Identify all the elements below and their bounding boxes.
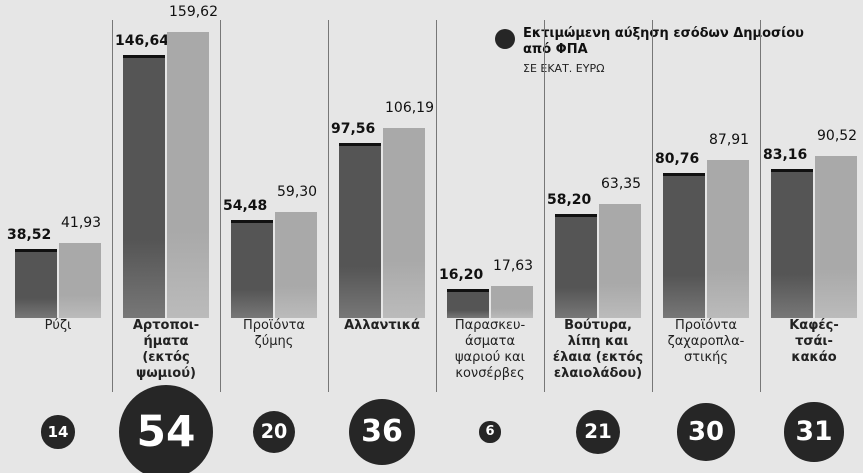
value-label: 59,30 xyxy=(277,183,318,200)
value-label: 80,76 xyxy=(655,151,700,168)
category-label: Βούτυρα, λίπη και έλαια (εκτός ελαιολάδο… xyxy=(552,318,644,381)
separator xyxy=(328,20,329,392)
bubble: 30 xyxy=(677,403,735,461)
bar xyxy=(59,242,101,318)
bubble: 20 xyxy=(252,410,296,454)
bar xyxy=(555,213,597,318)
value-label: 97,56 xyxy=(331,121,376,138)
category-label: Παρασκευ- άσματα ψαριού και κονσέρβες xyxy=(454,318,526,381)
bar xyxy=(491,286,533,318)
bar xyxy=(231,220,273,318)
value-label: 63,35 xyxy=(601,176,642,193)
separator xyxy=(760,20,761,392)
bar xyxy=(123,55,165,318)
bar xyxy=(771,168,813,318)
value-label: 58,20 xyxy=(547,191,592,208)
category-label: Προϊόντα ζαχαροπλα- στικής xyxy=(667,318,745,365)
value-label: 87,91 xyxy=(709,132,750,149)
legend-marker xyxy=(495,29,515,49)
separator xyxy=(652,20,653,392)
value-label: 54,48 xyxy=(223,198,268,215)
separator xyxy=(220,20,221,392)
bubble: 36 xyxy=(348,398,416,466)
bar xyxy=(815,155,857,318)
bar xyxy=(275,211,317,318)
category-label: Αρτοποι- ήματα (εκτός ψωμιού) xyxy=(132,318,200,381)
bubble: 31 xyxy=(784,402,844,462)
value-label: 38,52 xyxy=(7,226,52,243)
value-label: 17,63 xyxy=(493,258,534,275)
legend-label: Εκτιμώμενη αύξηση εσόδων Δημοσίου από ΦΠ… xyxy=(523,26,804,57)
subtitle: ΣΕ ΕΚΑΤ. ΕΥΡΩ xyxy=(523,62,605,75)
value-label: 106,19 xyxy=(385,99,434,116)
category-label: Αλλαντικά xyxy=(344,318,420,333)
bar xyxy=(339,143,381,318)
category-label: Ρύζι xyxy=(44,318,72,333)
bubble: 14 xyxy=(41,415,75,449)
value-label: 16,20 xyxy=(439,266,484,283)
separator xyxy=(436,20,437,392)
bar xyxy=(447,288,489,318)
bar xyxy=(707,160,749,318)
bar xyxy=(599,204,641,318)
separator xyxy=(112,20,113,392)
value-label: 90,52 xyxy=(817,127,858,144)
value-label: 41,93 xyxy=(61,214,102,231)
separator xyxy=(544,20,545,392)
value-label: 146,64 xyxy=(115,33,170,50)
value-label: 159,62 xyxy=(169,4,218,20)
bar xyxy=(15,248,57,318)
bubble: 21 xyxy=(576,410,620,454)
bubble: 6 xyxy=(479,421,501,443)
bar xyxy=(167,32,209,318)
category-label: Καφές- τσάι- κακάο xyxy=(789,318,839,365)
bubble: 54 xyxy=(118,384,214,473)
bar xyxy=(383,127,425,318)
value-label: 83,16 xyxy=(763,146,808,163)
bar xyxy=(663,173,705,318)
category-label: Προϊόντα ζύμης xyxy=(243,318,305,349)
